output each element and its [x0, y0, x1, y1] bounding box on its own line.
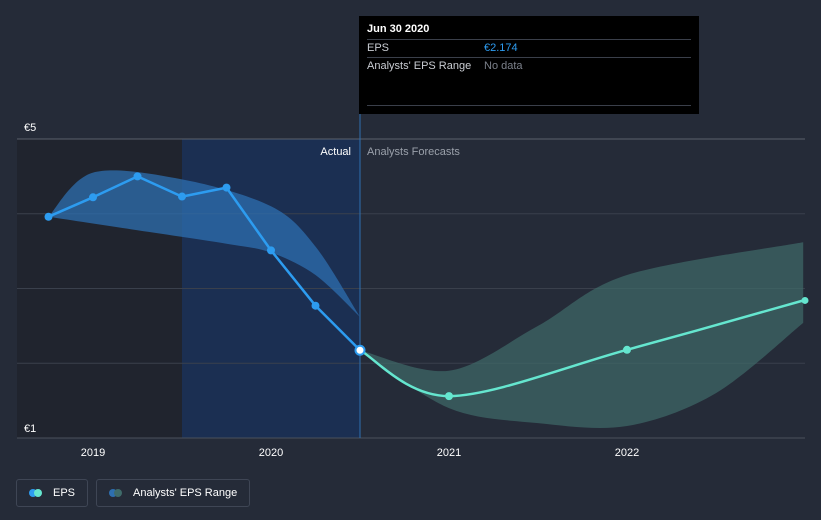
eps-point-forecast [445, 392, 453, 401]
y-tick-label: €5 [24, 122, 36, 134]
x-tick-label: 2022 [615, 447, 639, 459]
eps-range-forecast [360, 242, 804, 429]
chart-legend: EPS Analysts' EPS Range [16, 479, 251, 507]
legend-range-label: Analysts' EPS Range [133, 487, 238, 499]
eps-range-areas [48, 170, 804, 429]
eps-point-current [354, 344, 366, 356]
tooltip-eps-value: €2.174 [484, 42, 518, 54]
tooltip-date: Jun 30 2020 [367, 23, 430, 35]
hover-tooltip: Jun 30 2020 EPS €2.174 Analysts' EPS Ran… [359, 16, 699, 114]
x-tick-label: 2019 [81, 447, 105, 459]
axis-ticks: €5 €1 2019 2020 2021 2022 [24, 122, 639, 459]
tooltip-range-value: No data [484, 60, 523, 72]
tooltip-divider [367, 105, 691, 106]
eps-point-actual [89, 193, 97, 202]
chart-labels: Actual Analysts Forecasts [320, 146, 460, 158]
tooltip-row-eps: EPS €2.174 [367, 39, 691, 57]
eps-line-actual [48, 175, 361, 352]
eps-legend-icon [29, 489, 45, 497]
eps-point-actual [267, 246, 275, 255]
eps-line-forecast [359, 299, 804, 398]
eps-point-actual [44, 212, 53, 221]
eps-point-actual [311, 301, 320, 310]
actual-label: Actual [320, 146, 351, 158]
tooltip-range-label: Analysts' EPS Range [367, 60, 472, 72]
eps-point-actual [178, 192, 186, 201]
eps-points [44, 172, 809, 401]
legend-eps-button[interactable]: EPS [16, 479, 89, 507]
y-tick-label: €1 [24, 423, 36, 435]
forecast-label: Analysts Forecasts [367, 146, 460, 158]
eps-point-actual [133, 172, 142, 181]
eps-range-actual [48, 170, 360, 317]
eps-lines [48, 175, 804, 398]
tooltip-row-range: Analysts' EPS Range No data [367, 57, 691, 75]
eps-point-forecast-end [801, 296, 809, 304]
legend-eps-label: EPS [53, 487, 76, 499]
eps-point-actual [222, 183, 231, 192]
tooltip-eps-label: EPS [367, 42, 390, 54]
legend-range-button[interactable]: Analysts' EPS Range [96, 479, 251, 507]
x-tick-label: 2020 [259, 447, 283, 459]
eps-point-forecast [623, 345, 631, 354]
x-tick-label: 2021 [437, 447, 461, 459]
range-legend-icon [109, 489, 125, 497]
